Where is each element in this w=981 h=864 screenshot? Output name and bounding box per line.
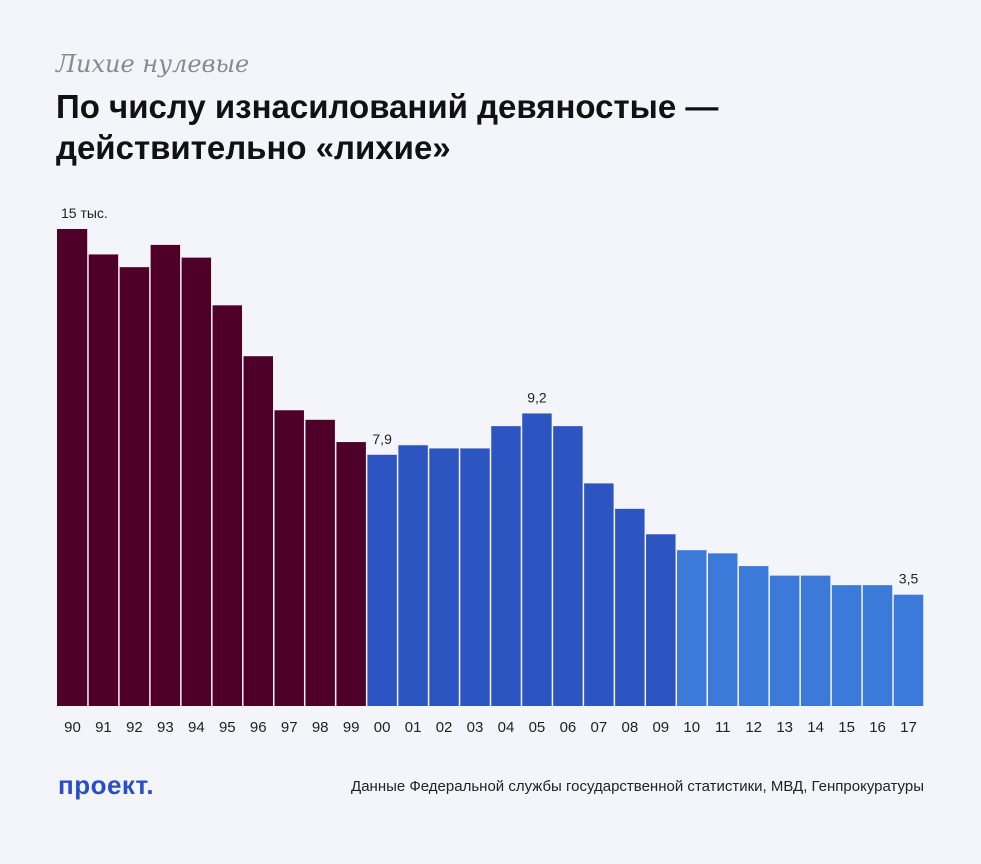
bar-94 [181,257,212,706]
tick-label-07: 07 [591,719,608,736]
bar-04 [491,426,521,706]
bar-07 [584,483,614,706]
tick-label-17: 17 [900,719,917,736]
tick-label-02: 02 [436,719,453,736]
bar-06 [553,426,583,706]
data-label-00: 7,9 [372,431,392,447]
bar-13 [769,575,800,706]
tick-label-94: 94 [188,719,205,736]
tick-label-10: 10 [683,719,700,736]
bar-16 [862,585,893,706]
data-label-90: 15 тыс. [61,205,108,221]
tick-label-03: 03 [467,719,484,736]
tick-label-92: 92 [126,719,143,736]
bar-97 [274,410,304,706]
bar-96 [243,356,273,706]
tick-label-93: 93 [157,719,174,736]
bar-00 [367,454,397,706]
tick-label-13: 13 [776,719,793,736]
bar-09 [646,534,676,706]
bar-90 [57,229,88,706]
tick-label-08: 08 [621,719,638,736]
chart-title: По числу изнасилований девяностые — дейс… [56,88,719,166]
tick-label-12: 12 [745,719,762,736]
bar-02 [429,448,459,706]
tick-label-90: 90 [64,719,81,736]
bar-15 [831,585,862,706]
bar-17 [893,594,924,706]
tick-label-15: 15 [838,719,855,736]
bar-92 [119,267,150,706]
tick-label-96: 96 [250,719,267,736]
tick-label-11: 11 [715,719,731,736]
bar-12 [738,566,769,706]
proekt-logo: проект. [58,770,155,800]
bar-98 [305,419,335,706]
data-label-05: 9,2 [527,389,547,405]
tick-label-98: 98 [312,719,329,736]
bar-10 [677,550,707,706]
bar-93 [150,244,181,706]
data-source: Данные Федеральной службы государственно… [351,778,924,795]
tick-label-16: 16 [869,719,886,736]
tick-label-14: 14 [807,719,824,736]
chart-kicker: Лихие нулевые [56,50,250,78]
tick-label-01: 01 [405,719,422,736]
bar-91 [88,254,119,706]
bar-11 [708,553,738,706]
tick-label-05: 05 [529,719,546,736]
tick-label-06: 06 [560,719,577,736]
bar-14 [800,575,831,706]
tick-label-91: 91 [95,719,112,736]
tick-label-97: 97 [281,719,298,736]
bar-03 [460,448,490,706]
bar-99 [336,442,366,706]
tick-label-95: 95 [219,719,236,736]
bar-08 [615,508,645,706]
data-label-17: 3,5 [899,571,919,587]
bar-01 [398,445,428,706]
bar-95 [212,305,243,706]
bar-05 [522,413,552,706]
tick-label-09: 09 [652,719,669,736]
tick-label-00: 00 [374,719,391,736]
tick-label-99: 99 [343,719,360,736]
tick-label-04: 04 [498,719,515,736]
